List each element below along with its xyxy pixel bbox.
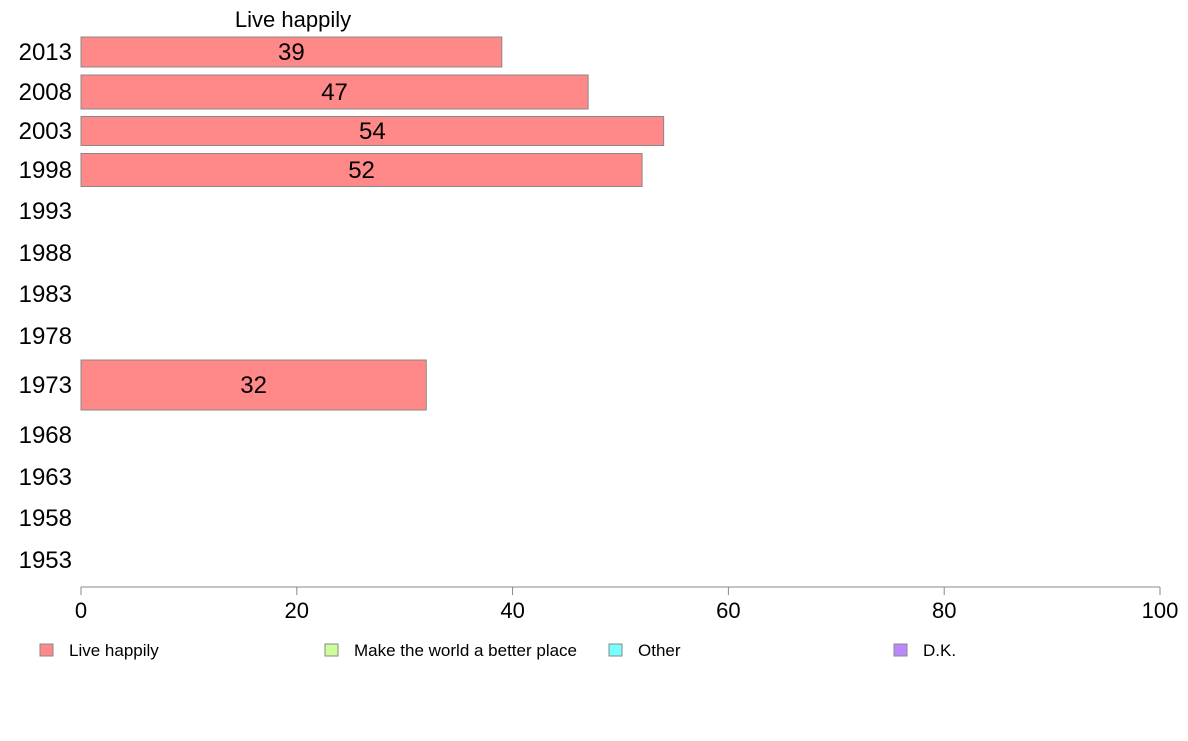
bar-value-label: 32 xyxy=(240,372,267,399)
legend-swatch xyxy=(608,643,623,657)
y-tick-label: 1958 xyxy=(19,505,72,532)
x-axis: 0 20 40 60 80 100 xyxy=(75,586,1179,623)
legend-swatch xyxy=(39,643,54,657)
y-axis-labels: 2013 2008 2003 1998 1993 1988 1983 1978 1973 1968… xyxy=(19,39,72,574)
y-tick-label: 1983 xyxy=(19,281,72,308)
y-tick-label: 1998 xyxy=(19,157,72,184)
legend-label: Make the world a better place xyxy=(354,641,577,660)
y-tick-label: 2003 xyxy=(19,118,72,145)
legend-swatch xyxy=(324,643,339,657)
legend-label: Live happily xyxy=(69,641,159,660)
y-tick-label: 1973 xyxy=(19,372,72,399)
x-tick-label: 100 xyxy=(1142,598,1179,623)
legend: Live happily Make the world a better plac… xyxy=(39,641,956,660)
bars-layer: 39 47 54 52 32 xyxy=(80,36,665,411)
x-tick-label: 40 xyxy=(500,598,524,623)
legend-label: Other xyxy=(638,641,681,660)
bar-2013 xyxy=(80,36,503,68)
legend-label: D.K. xyxy=(923,641,956,660)
bar-value-label: 52 xyxy=(348,157,375,184)
bar-value-label: 54 xyxy=(359,118,386,145)
x-tick-label: 80 xyxy=(932,598,956,623)
x-tick-label: 0 xyxy=(75,598,87,623)
chart-title: Live happily xyxy=(235,7,351,32)
y-tick-label: 1978 xyxy=(19,323,72,350)
y-tick-label: 1953 xyxy=(19,547,72,574)
y-tick-label: 2008 xyxy=(19,79,72,106)
x-tick-label: 60 xyxy=(716,598,740,623)
y-tick-label: 1968 xyxy=(19,422,72,449)
bar-1998 xyxy=(80,153,643,187)
y-tick-label: 1988 xyxy=(19,240,72,267)
x-tick-label: 20 xyxy=(285,598,309,623)
y-tick-label: 2013 xyxy=(19,39,72,66)
y-tick-label: 1993 xyxy=(19,198,72,225)
bar-2008 xyxy=(80,74,589,110)
legend-swatch xyxy=(893,643,908,657)
bar-2003 xyxy=(80,116,665,146)
bar-1973 xyxy=(80,359,427,411)
bar-value-label: 39 xyxy=(278,39,305,66)
y-tick-label: 1963 xyxy=(19,464,72,491)
bar-value-label: 47 xyxy=(321,79,348,106)
